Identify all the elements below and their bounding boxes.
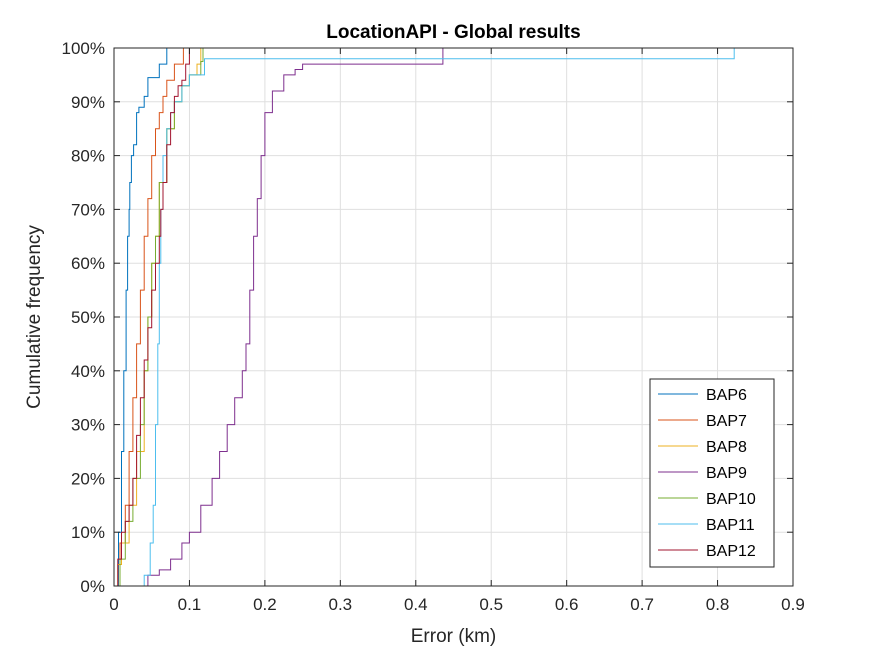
legend-label: BAP11 [706,517,755,534]
legend-entry: BAP10 [658,491,756,508]
x-tick-label: 0 [109,595,118,614]
series-layer [114,48,735,587]
legend: BAP6 BAP7 BAP8 BAP9 BAP10 BAP11 BAP12 [649,378,775,568]
x-tick-label: 0.6 [555,595,579,614]
y-axis-label: Cumulative frequency [24,225,45,409]
legend-label: BAP6 [706,387,747,404]
y-tick-label: 80% [71,147,105,166]
x-tick-label: 0.7 [630,595,654,614]
legend-entry: BAP6 [658,387,747,404]
x-tick-label: 0.9 [781,595,805,614]
series-line-bap9 [142,48,444,587]
y-tick-label: 90% [71,93,105,112]
y-tick-label: 60% [71,254,105,273]
series-line-bap6 [114,48,168,587]
x-tick-label: 0.3 [329,595,353,614]
y-tick-label: 100% [62,39,105,58]
x-tick-label: 0.8 [706,595,730,614]
y-tick-label: 0% [80,577,105,596]
legend-label: BAP9 [706,465,747,482]
x-tick-label: 0.5 [479,595,503,614]
y-tick-label: 50% [71,308,105,327]
y-tick-label: 10% [71,523,105,542]
chart-title: LocationAPI - Global results [326,22,580,43]
legend-label: BAP8 [706,439,747,456]
y-tick-label: 70% [71,200,105,219]
x-tick-label: 0.4 [404,595,428,614]
series-line-bap12 [114,48,190,587]
y-tick-label: 20% [71,469,105,488]
legend-label: BAP7 [706,413,747,430]
legend-entry: BAP11 [658,517,755,534]
legend-entry: BAP9 [658,465,747,482]
legend-label: BAP12 [706,543,756,560]
legend-entry: BAP8 [658,439,747,456]
x-tick-label: 0.2 [253,595,277,614]
axis-ticks: 0 0.1 0.2 0.3 0.4 0.5 0.6 0.7 0.8 0.9 0% 10% 20% 30% 4… [62,39,805,614]
y-tick-label: 40% [71,362,105,381]
legend-label: BAP10 [706,491,756,508]
y-tick-label: 30% [71,416,105,435]
legend-entry: BAP7 [658,413,747,430]
x-tick-label: 0.1 [178,595,202,614]
legend-box [649,378,775,568]
legend-entry: BAP12 [658,543,756,560]
x-axis-label: Error (km) [411,626,496,647]
